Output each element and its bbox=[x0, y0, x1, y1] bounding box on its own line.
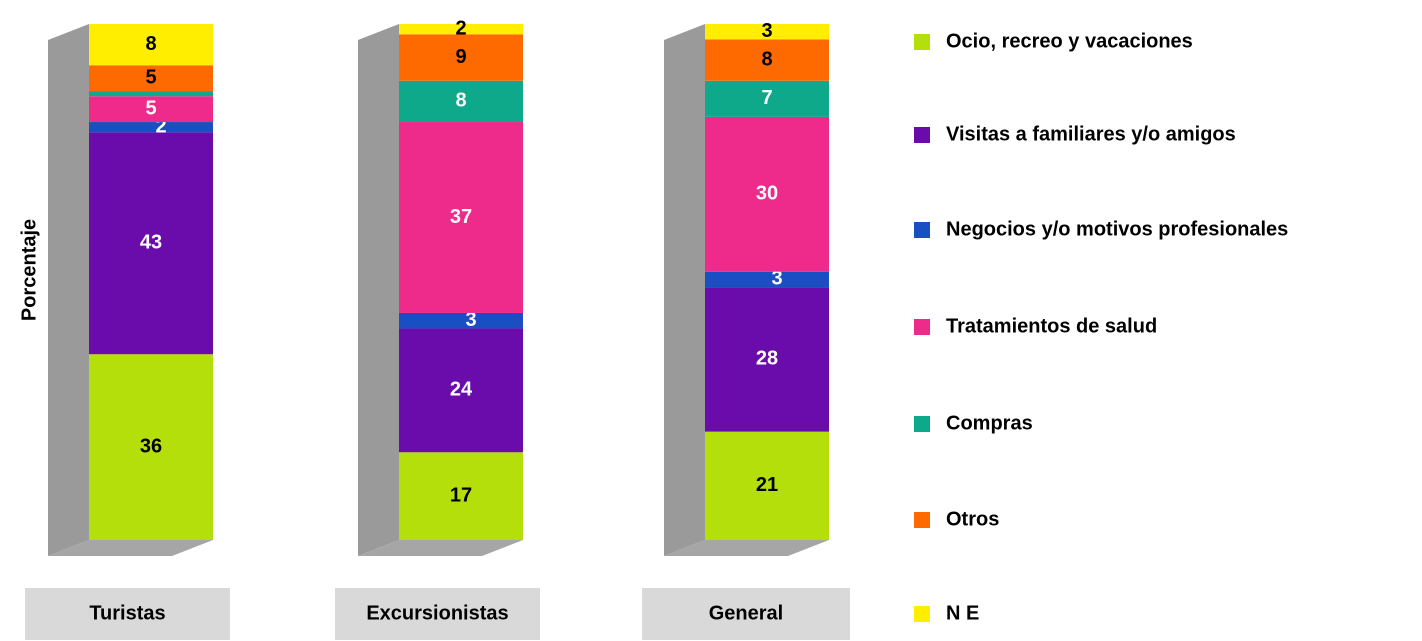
bar-side-wall bbox=[48, 24, 89, 556]
bar-segment bbox=[399, 80, 523, 123]
bar-segment bbox=[705, 39, 829, 81]
bar-side-wall bbox=[664, 24, 705, 556]
data-label: 5 bbox=[145, 66, 156, 88]
bar-segment bbox=[705, 431, 829, 540]
legend-swatch bbox=[914, 222, 930, 238]
bar-floor bbox=[48, 540, 213, 556]
bar-floor bbox=[358, 540, 523, 556]
x-tick-label: General bbox=[709, 602, 783, 624]
data-label: 9 bbox=[455, 46, 466, 68]
bar-segment bbox=[89, 65, 213, 92]
bar-segment bbox=[705, 116, 829, 272]
legend-label: Tratamientos de salud bbox=[946, 315, 1157, 337]
data-label: 28 bbox=[756, 348, 778, 370]
bar-segment bbox=[705, 24, 829, 40]
bar-floor bbox=[664, 540, 829, 556]
legend-swatch bbox=[914, 606, 930, 622]
bar-segment bbox=[399, 122, 523, 313]
data-label: 2 bbox=[155, 115, 166, 137]
data-label: 36 bbox=[140, 435, 162, 457]
data-label: 21 bbox=[756, 474, 778, 496]
category-box bbox=[335, 588, 540, 640]
legend-swatch bbox=[914, 127, 930, 143]
bar-segment bbox=[89, 354, 213, 540]
bar-segment bbox=[89, 132, 213, 355]
legend-label: Compras bbox=[946, 412, 1033, 434]
bar-segment bbox=[89, 96, 213, 123]
data-label: 3 bbox=[771, 268, 782, 290]
data-label: 3 bbox=[761, 20, 772, 42]
bar-segment bbox=[399, 34, 523, 81]
data-label: 5 bbox=[145, 97, 156, 119]
data-label: 30 bbox=[756, 183, 778, 205]
bar-segment bbox=[89, 24, 213, 66]
data-label: 7 bbox=[761, 87, 772, 109]
x-tick-label: Excursionistas bbox=[366, 602, 508, 624]
data-label: 17 bbox=[450, 484, 472, 506]
legend-label: Otros bbox=[946, 508, 999, 530]
bar-segment bbox=[399, 24, 523, 35]
legend-swatch bbox=[914, 416, 930, 432]
x-tick-label: Turistas bbox=[89, 602, 165, 624]
data-label: 24 bbox=[450, 379, 473, 401]
legend-label: Visitas a familiares y/o amigos bbox=[946, 123, 1236, 145]
bar-segment bbox=[399, 452, 523, 540]
y-axis-label: Porcentaje bbox=[18, 219, 40, 321]
data-label: 37 bbox=[450, 206, 472, 228]
legend-swatch bbox=[914, 34, 930, 50]
legend-swatch bbox=[914, 319, 930, 335]
bar-segment bbox=[705, 271, 829, 288]
bar-segment bbox=[399, 328, 523, 453]
bar-segment bbox=[705, 287, 829, 432]
bar-segment bbox=[89, 122, 213, 133]
bar-side-wall bbox=[358, 24, 399, 556]
legend-label: Negocios y/o motivos profesionales bbox=[946, 218, 1288, 240]
legend-label: Ocio, recreo y vacaciones bbox=[946, 30, 1193, 52]
category-box bbox=[642, 588, 850, 640]
data-label: 43 bbox=[140, 232, 162, 254]
data-label: 8 bbox=[761, 48, 772, 70]
legend-swatch bbox=[914, 512, 930, 528]
bar-segment bbox=[89, 91, 213, 97]
data-label: 2 bbox=[455, 17, 466, 39]
data-label: 8 bbox=[455, 90, 466, 112]
category-box bbox=[25, 588, 230, 640]
bar-segment bbox=[399, 312, 523, 329]
legend-label: N E bbox=[946, 602, 979, 624]
data-label: 3 bbox=[465, 309, 476, 331]
data-label: 8 bbox=[145, 33, 156, 55]
bar-segment bbox=[705, 80, 829, 117]
